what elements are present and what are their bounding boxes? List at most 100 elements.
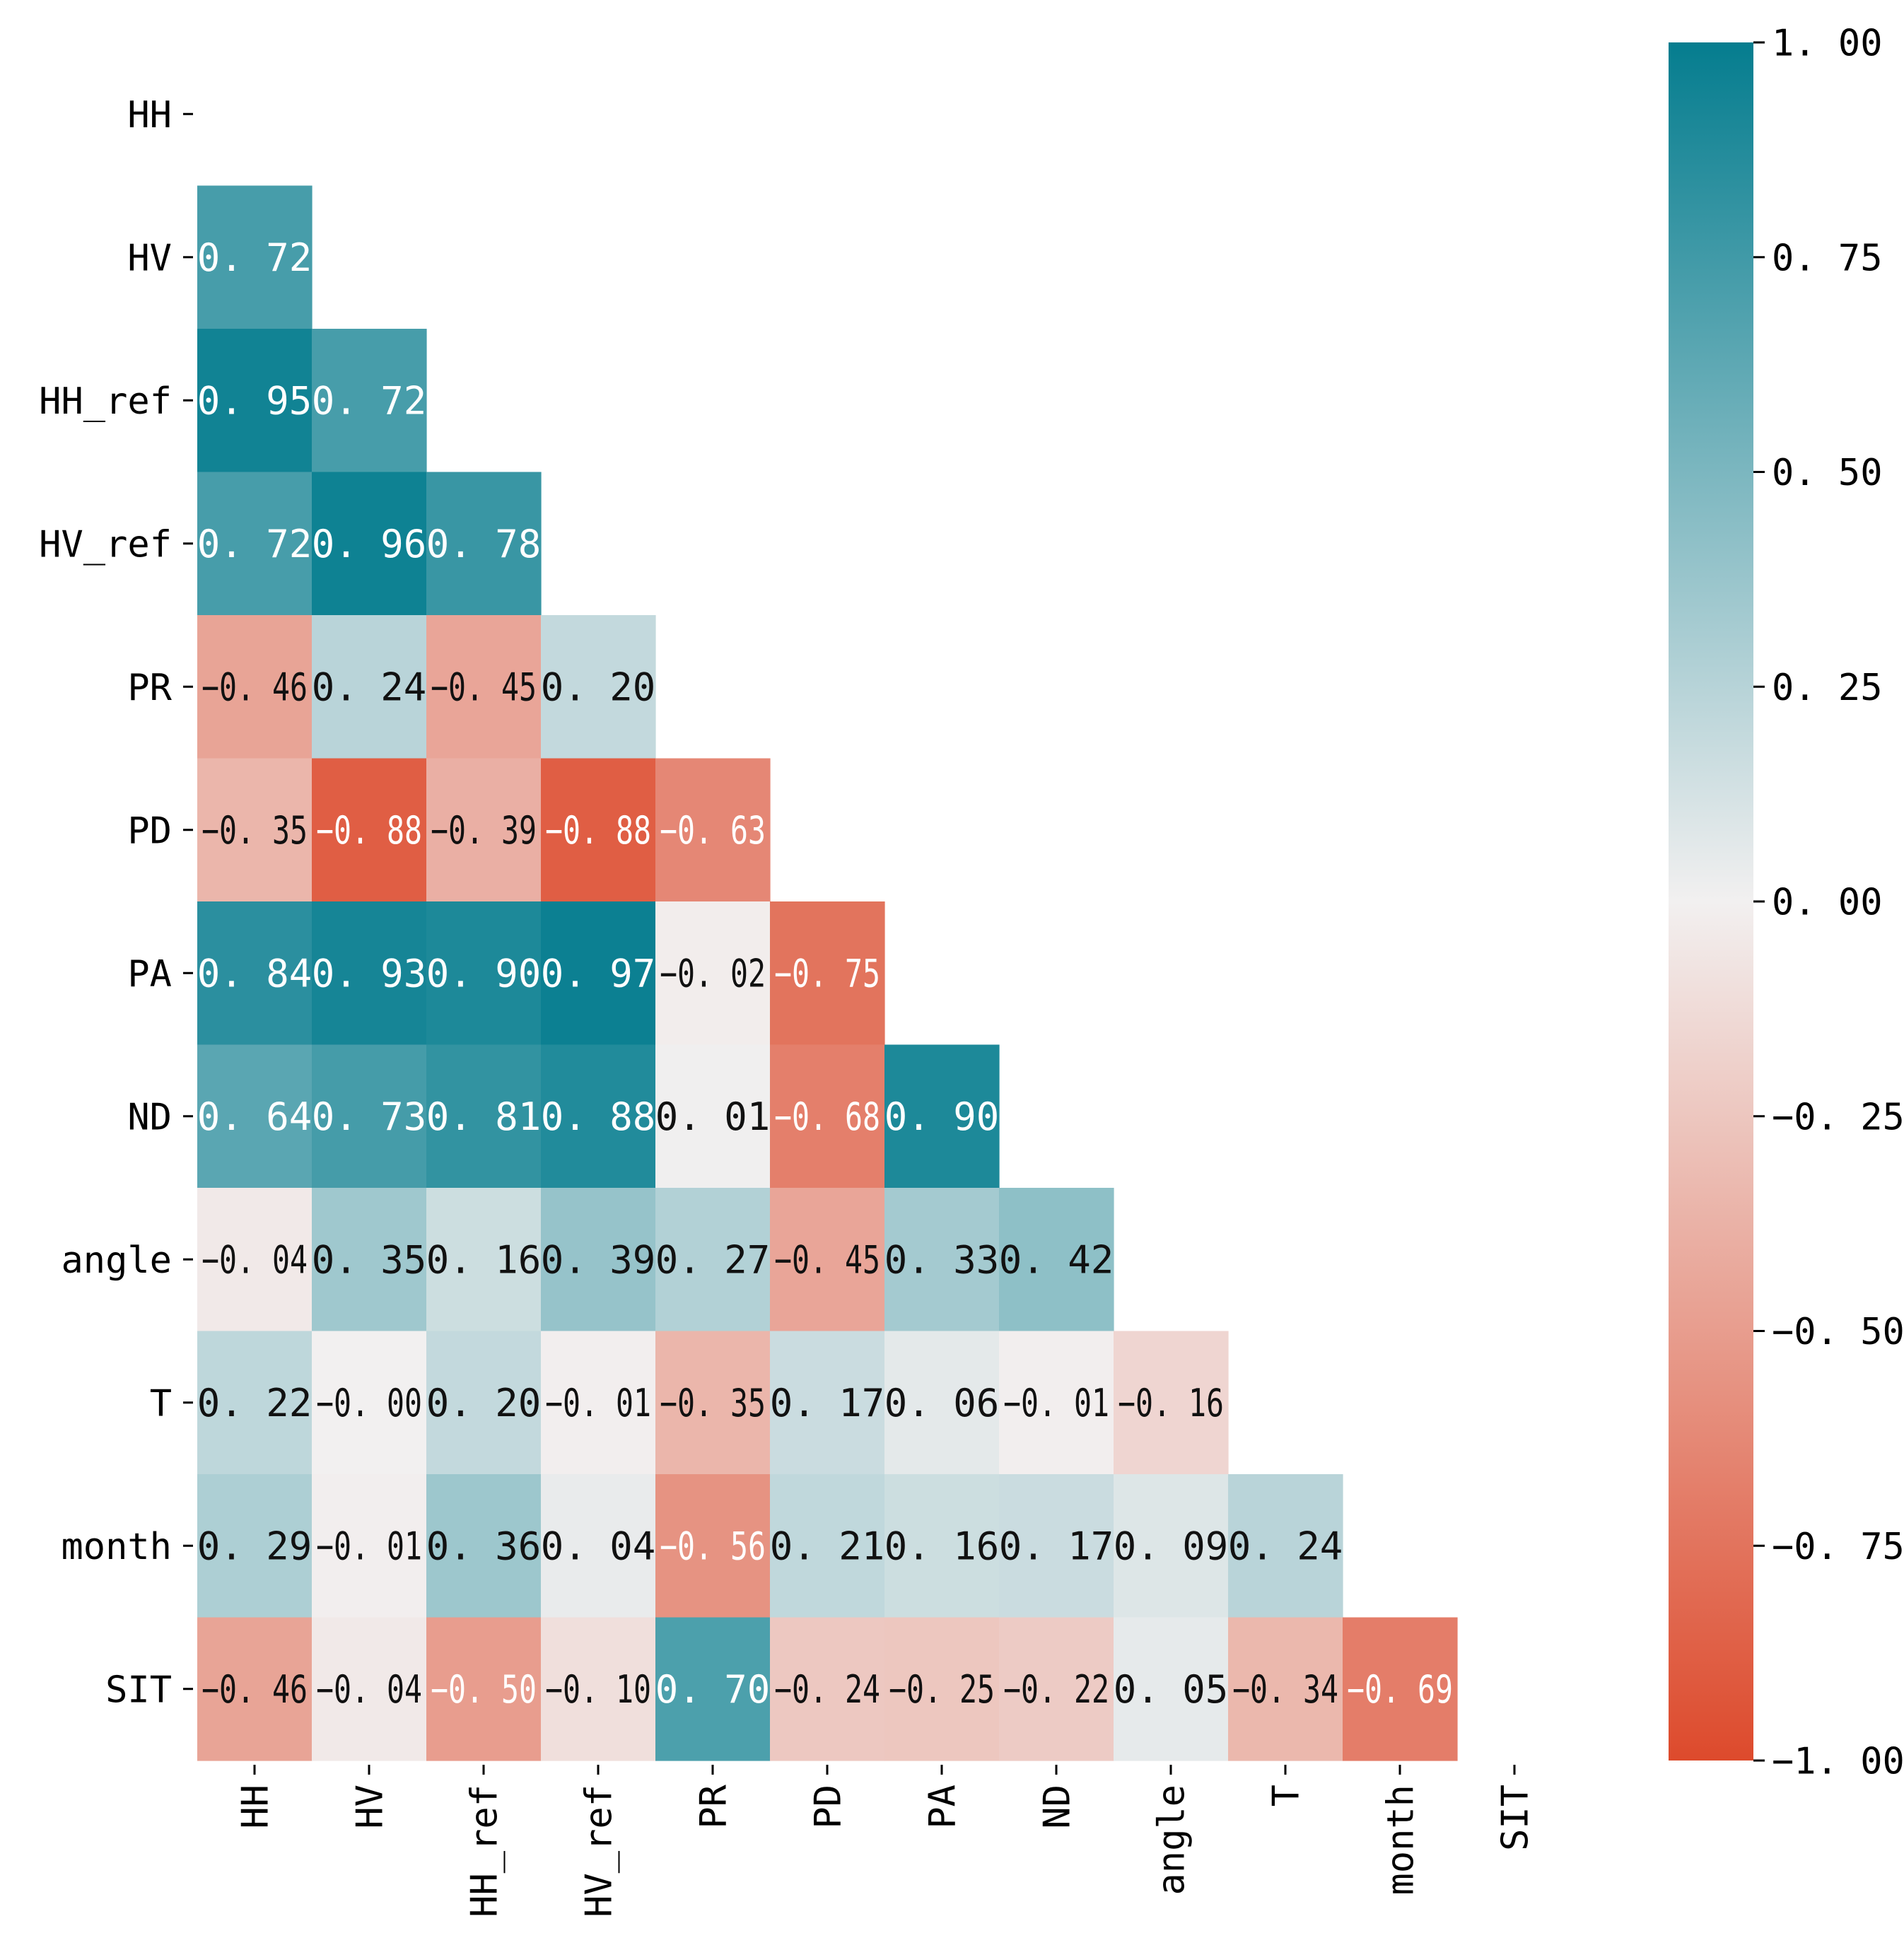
cell-label-PA-HH_ref: 0. 90	[426, 952, 542, 996]
x-tick-label-SIT: SIT	[1495, 1785, 1537, 1851]
colorbar-tick-label: −0. 50	[1772, 1311, 1904, 1353]
cell-label-T-PD: 0. 17	[770, 1381, 885, 1425]
cell-label-ND-HV: 0. 73	[312, 1094, 427, 1139]
cell-T-HV_ref	[541, 1331, 656, 1475]
cell-HV_ref-HH_ref	[426, 472, 542, 616]
cell-SIT-HH_ref	[426, 1617, 542, 1761]
colorbar-tick-label: −0. 25	[1772, 1096, 1904, 1138]
cell-SIT-month	[1343, 1617, 1458, 1761]
cell-T-PA	[884, 1331, 1000, 1475]
cell-label-T-PR: −0. 35	[660, 1381, 766, 1425]
y-tick-label-HH_ref: HH_ref	[39, 380, 172, 423]
colorbar-tick-label: 0. 50	[1772, 452, 1883, 494]
cell-HH_ref-HH	[197, 329, 313, 473]
cell-HV-HH	[197, 185, 313, 329]
cell-label-SIT-PA: −0. 25	[889, 1667, 995, 1712]
cell-ND-HH	[197, 1044, 313, 1189]
cell-ND-PD	[770, 1044, 885, 1189]
x-tick-label-HV: HV	[349, 1785, 392, 1829]
cell-month-ND	[999, 1474, 1114, 1618]
colorbar: 1. 00 0. 75 0. 50 0. 25 0. 00 −0. 25 −0. 50 −0.…	[1669, 23, 1904, 1783]
cell-PA-PR	[655, 901, 771, 1046]
cell-label-month-PA: 0. 16	[884, 1524, 1000, 1569]
cell-month-PD	[770, 1474, 885, 1618]
cell-T-HV	[312, 1331, 427, 1475]
cell-label-ND-PR: 0. 01	[655, 1094, 771, 1139]
cell-label-angle-PR: 0. 27	[655, 1238, 771, 1283]
cells-layer	[197, 185, 1458, 1761]
cell-label-PD-HV_ref: −0. 88	[545, 808, 651, 853]
cell-angle-PR	[655, 1188, 771, 1332]
cell-label-angle-PA: 0. 33	[884, 1238, 1000, 1283]
cell-label-SIT-ND: −0. 22	[1003, 1667, 1109, 1712]
cell-label-T-HV_ref: −0. 01	[545, 1381, 651, 1425]
cell-SIT-T	[1228, 1617, 1343, 1761]
cell-label-angle-HV: 0. 35	[312, 1238, 427, 1283]
cell-PA-PD	[770, 901, 885, 1046]
cell-angle-HH	[197, 1188, 313, 1332]
cell-PD-HH_ref	[426, 758, 542, 902]
cell-PA-HV_ref	[541, 901, 656, 1046]
cell-angle-PA	[884, 1188, 1000, 1332]
cell-PD-HV_ref	[541, 758, 656, 902]
cell-SIT-ND	[999, 1617, 1114, 1761]
cell-SIT-PR	[655, 1617, 771, 1761]
cell-HV_ref-HH	[197, 472, 313, 616]
cell-label-ND-PD: −0. 68	[774, 1094, 880, 1139]
cell-SIT-HV_ref	[541, 1617, 656, 1761]
colorbar-bar	[1669, 42, 1753, 1761]
y-tick-label-SIT: SIT	[105, 1669, 172, 1711]
cell-label-PD-HH: −0. 35	[202, 808, 308, 853]
cell-label-PD-PR: −0. 63	[660, 808, 766, 853]
cell-month-HV	[312, 1474, 427, 1618]
cell-label-angle-HH_ref: 0. 16	[426, 1238, 542, 1283]
cell-SIT-PA	[884, 1617, 1000, 1761]
cell-PA-HH	[197, 901, 313, 1046]
y-tick-label-angle: angle	[61, 1239, 172, 1282]
cell-label-month-PD: 0. 21	[770, 1524, 885, 1569]
cell-month-T	[1228, 1474, 1343, 1618]
y-tick-label-HH: HH	[127, 94, 172, 136]
cell-angle-HV_ref	[541, 1188, 656, 1332]
y-tick-label-month: month	[61, 1526, 172, 1568]
colorbar-tick-label: −0. 75	[1772, 1526, 1904, 1568]
x-tick-label-T: T	[1266, 1785, 1308, 1806]
cell-label-PR-HH: −0. 46	[202, 665, 308, 710]
cell-label-month-PR: −0. 56	[660, 1524, 766, 1569]
cell-label-angle-HV_ref: 0. 39	[541, 1238, 656, 1283]
cell-label-PD-HH_ref: −0. 39	[431, 808, 537, 853]
cell-PA-HV	[312, 901, 427, 1046]
colorbar-tick-label: 0. 00	[1772, 882, 1883, 924]
cell-SIT-HV	[312, 1617, 427, 1761]
y-tick-label-ND: ND	[127, 1096, 172, 1138]
cell-PR-HV_ref	[541, 615, 656, 759]
cell-label-SIT-month: −0. 69	[1347, 1667, 1453, 1712]
cell-label-month-HH_ref: 0. 36	[426, 1524, 542, 1569]
cell-PD-HH	[197, 758, 313, 902]
cell-PA-HH_ref	[426, 901, 542, 1046]
cell-ND-HV_ref	[541, 1044, 656, 1189]
colorbar-tick-label: 1. 00	[1772, 23, 1883, 65]
colorbar-tick-label: 0. 75	[1772, 237, 1883, 279]
cell-label-angle-PD: −0. 45	[774, 1238, 880, 1283]
y-tick-label-HV_ref: HV_ref	[39, 523, 172, 566]
cell-label-ND-HH: 0. 64	[197, 1094, 313, 1139]
cell-ND-HH_ref	[426, 1044, 542, 1189]
cell-month-HH	[197, 1474, 313, 1618]
cell-label-HH_ref-HH: 0. 95	[197, 379, 313, 424]
cell-label-PR-HV: 0. 24	[312, 665, 427, 710]
cell-ND-PA	[884, 1044, 1000, 1189]
cell-angle-HV	[312, 1188, 427, 1332]
cell-label-PD-HV: −0. 88	[316, 808, 422, 853]
cell-label-PR-HV_ref: 0. 20	[541, 665, 656, 710]
cell-SIT-PD	[770, 1617, 885, 1761]
cell-label-HV_ref-HH_ref: 0. 78	[426, 522, 542, 566]
cell-label-month-HH: 0. 29	[197, 1524, 313, 1569]
cell-label-SIT-HH_ref: −0. 50	[431, 1667, 537, 1712]
x-tick-label-HV_ref: HV_ref	[578, 1785, 621, 1917]
cell-label-month-HV: −0. 01	[316, 1524, 422, 1569]
